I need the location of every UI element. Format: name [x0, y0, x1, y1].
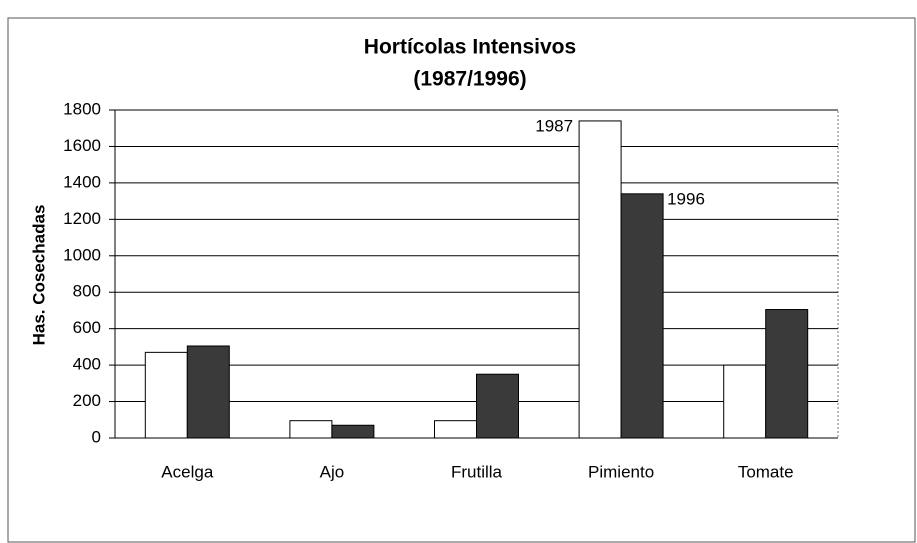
bar [578, 120, 622, 439]
chart-title: Hortícolas Intensivos [364, 36, 576, 59]
y-tick-label: 1400 [63, 172, 101, 191]
y-tick-label: 1200 [63, 209, 101, 228]
bar [765, 309, 809, 439]
bar [144, 351, 188, 439]
bar [186, 345, 230, 439]
series-label: 1987 [535, 116, 573, 135]
bar [723, 364, 767, 439]
chart-frame [7, 17, 916, 543]
bar [476, 373, 519, 439]
y-tick-label: 0 [92, 427, 101, 446]
y-tick-label: 800 [73, 282, 101, 301]
x-tick-label: Acelga [161, 462, 214, 481]
y-tick-label: 600 [73, 318, 101, 337]
bar [331, 424, 375, 439]
x-tick-label: Ajo [320, 462, 345, 481]
series-label: 1996 [667, 189, 705, 208]
y-tick-label: 1800 [63, 99, 101, 118]
x-tick-label: Frutilla [451, 462, 503, 481]
y-tick-label: 1000 [63, 245, 101, 264]
chart-subtitle: (1987/1996) [413, 68, 526, 91]
y-axis-title: Has. Cosechadas [29, 205, 48, 346]
x-tick-label: Pimiento [588, 462, 654, 481]
y-tick-label: 200 [73, 391, 101, 410]
bar [434, 420, 477, 439]
bar [620, 193, 664, 439]
y-tick-label: 400 [73, 355, 101, 374]
y-tick-label: 1600 [63, 136, 101, 155]
bar [289, 420, 333, 439]
x-tick-label: Tomate [738, 462, 794, 481]
